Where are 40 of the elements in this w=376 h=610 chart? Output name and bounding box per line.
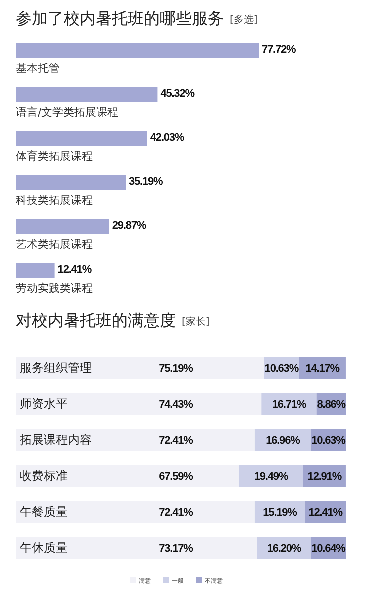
y-tick-label: 基本托管 [16, 62, 60, 75]
data-label: 77.72% [262, 44, 297, 56]
y-tick-label: 午休质量 [20, 541, 68, 555]
data-label: 72.41% [159, 435, 194, 447]
data-label: 42.03% [150, 132, 185, 144]
y-tick-label: 劳动实践类课程 [16, 282, 93, 295]
title: 对校内暑托班的满意度 [16, 311, 176, 330]
data-label: 29.87% [112, 220, 147, 232]
data-label: 16.96% [266, 435, 301, 447]
data-label: 74.43% [159, 399, 194, 411]
y-tick-label: 师资水平 [20, 397, 68, 411]
data-label: 12.91% [308, 471, 342, 483]
data-label: 16.20% [267, 543, 302, 555]
data-label: 10.63% [264, 363, 300, 375]
subtitle: [多选] [230, 15, 258, 26]
title: 参加了校内暑托班的哪些服务 [16, 9, 224, 28]
y-tick-label: 体育类拓展课程 [16, 150, 93, 163]
data-label: 75.19% [159, 363, 194, 375]
data-label: 73.17% [159, 543, 194, 555]
y-tick-label: 服务组织管理 [20, 361, 92, 375]
data-label: 8.86% [317, 399, 346, 411]
data-label: 10.64% [312, 543, 346, 555]
data-label: 12.41% [308, 507, 344, 519]
data-label: 35.19% [129, 176, 164, 188]
data-label: 19.49% [254, 471, 289, 483]
y-tick-label: 艺术类拓展课程 [16, 238, 93, 251]
y-tick-label: 午餐质量 [20, 505, 68, 519]
subtitle: [家长] [182, 317, 210, 328]
y-tick-label: 语言/文学类拓展课程 [16, 106, 119, 119]
data-label: 45.32% [160, 88, 196, 100]
data-label: 67.59% [159, 471, 194, 483]
data-label: 14.17% [306, 363, 340, 375]
data-label: 12.41% [58, 264, 92, 276]
data-label: 16.71% [272, 399, 307, 411]
y-tick-label: 拓展课程内容 [19, 433, 92, 447]
data-label: 72.41% [159, 507, 194, 519]
y-tick-label: 收费标准 [20, 469, 68, 483]
data-label: 15.19% [263, 507, 298, 519]
data-label: 10.63% [312, 435, 346, 447]
y-tick-label: 科技类拓展课程 [16, 194, 93, 207]
